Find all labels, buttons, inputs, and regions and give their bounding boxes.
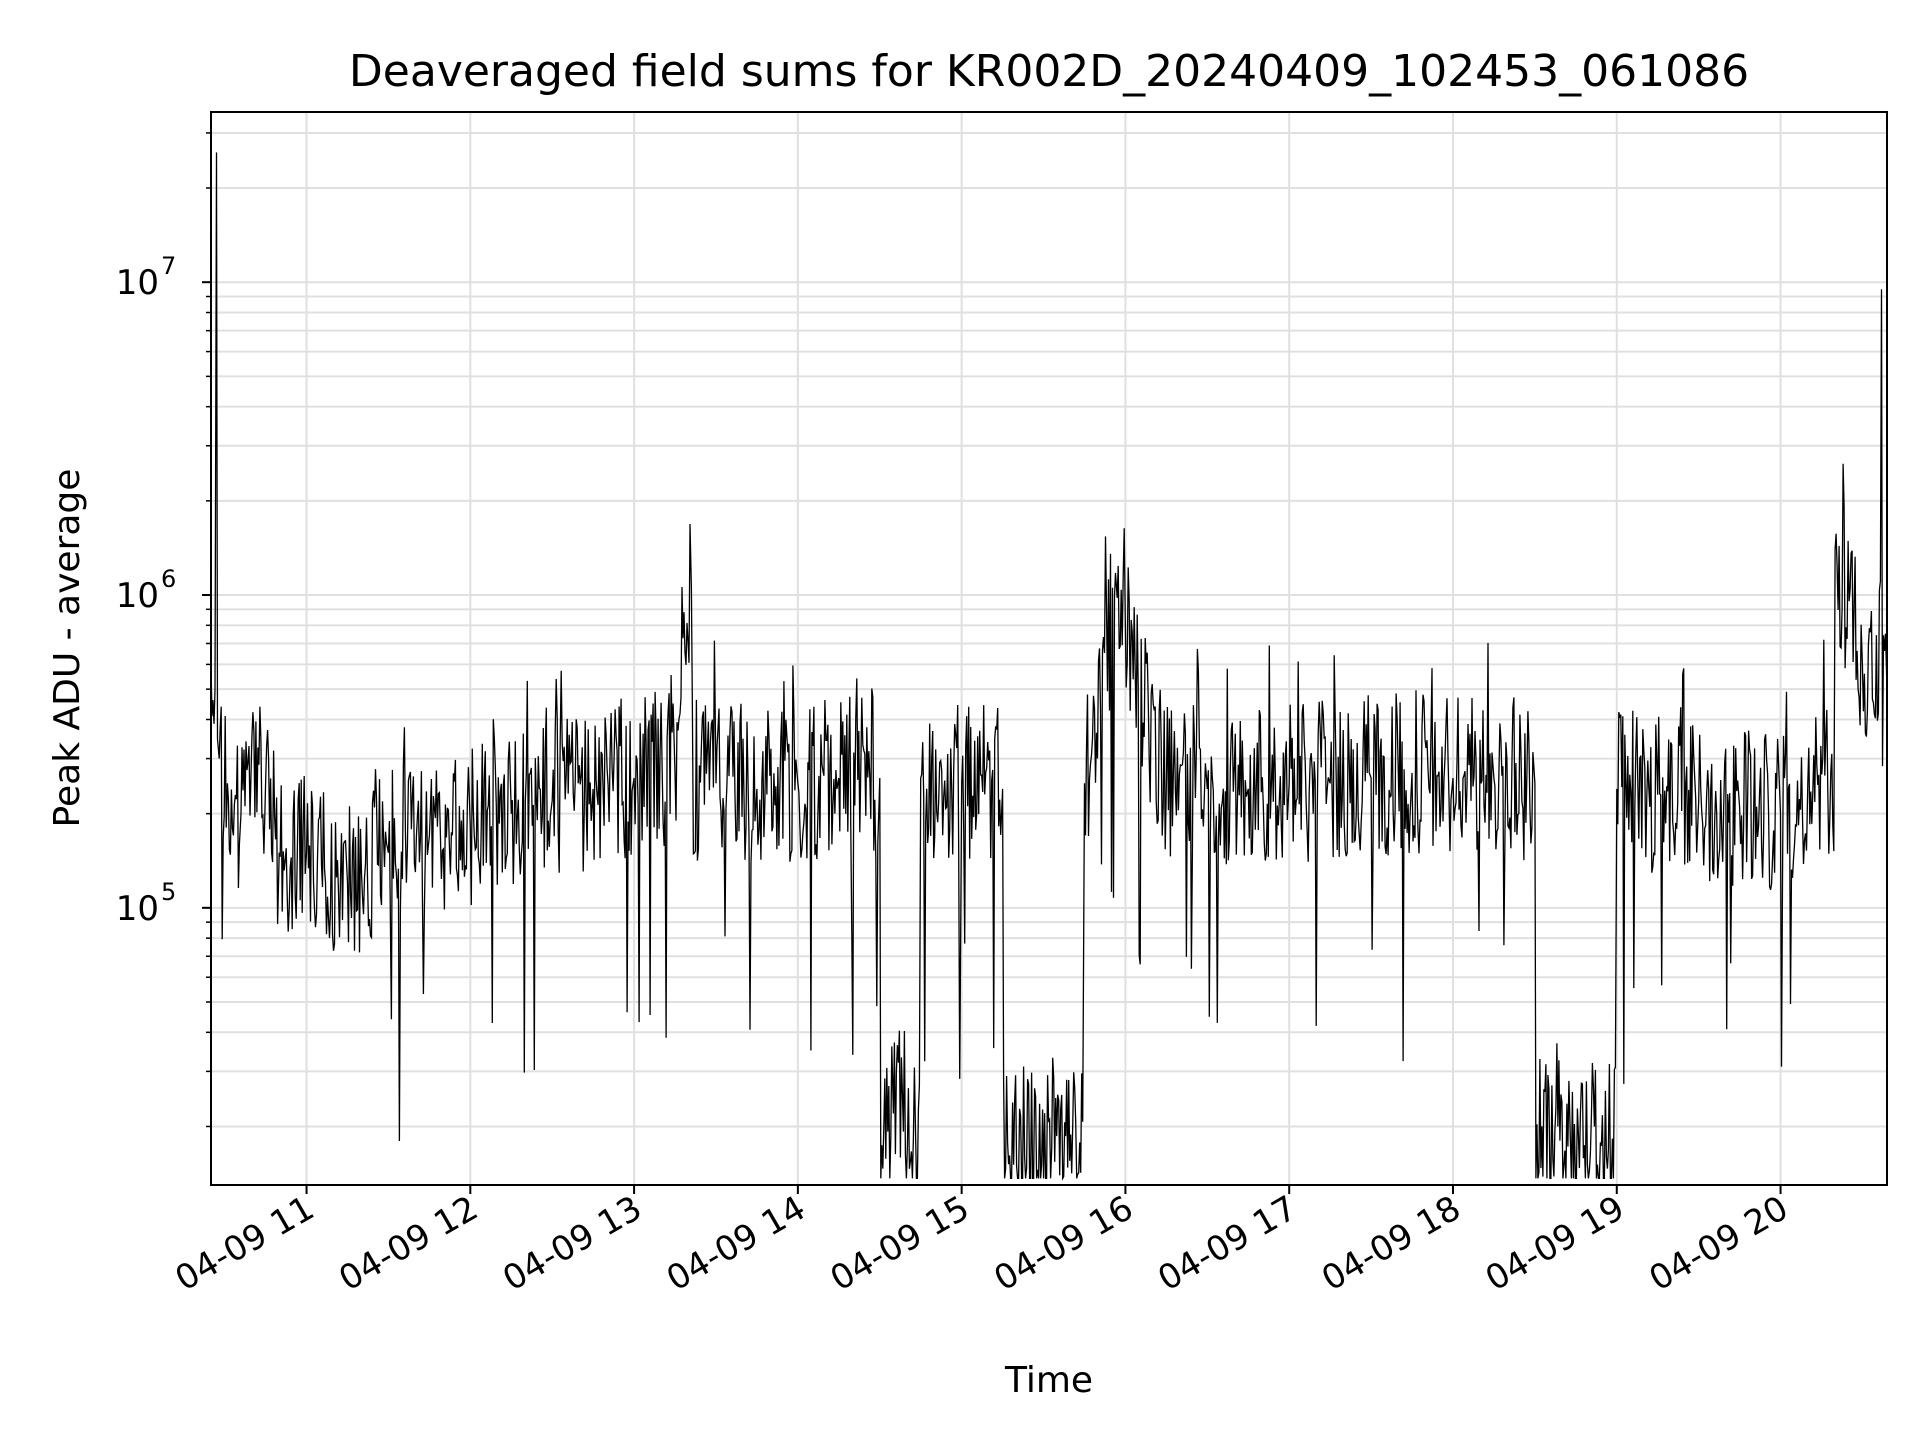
chart-title: Deaveraged field sums for KR002D_2024040… bbox=[349, 46, 1749, 97]
series-layer bbox=[210, 152, 1888, 1181]
series-line bbox=[210, 152, 1888, 1181]
y-tick-label: 10 bbox=[116, 263, 159, 303]
y-tick-label: 10 bbox=[116, 576, 159, 616]
y-tick-exponent: 6 bbox=[161, 565, 176, 593]
y-tick-exponent: 7 bbox=[161, 252, 176, 280]
y-tick-label: 10 bbox=[116, 889, 159, 929]
x-axis-label: Time bbox=[1004, 1360, 1093, 1401]
plot-frame bbox=[210, 111, 1888, 1186]
y-axis-label: Peak ADU - average bbox=[47, 469, 88, 828]
y-tick-exponent: 5 bbox=[161, 878, 176, 906]
